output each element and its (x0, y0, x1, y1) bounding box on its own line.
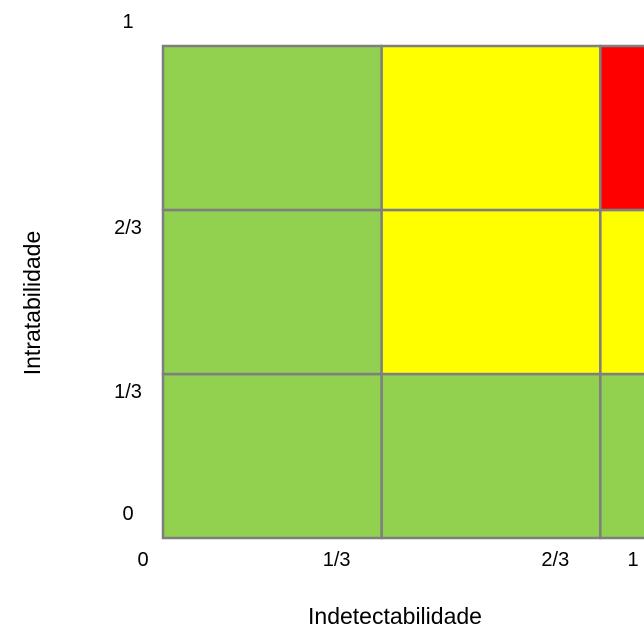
matrix-cell-low (161, 208, 383, 376)
x-tick-label: 1 (627, 549, 638, 571)
y-tick-label: 2/3 (114, 217, 142, 239)
y-axis-title: Intratabilidade (19, 231, 45, 376)
matrix-cell-low (380, 372, 602, 540)
matrix-cell-medium (380, 208, 602, 376)
matrix-cell-medium (380, 44, 602, 212)
matrix-cell-low (599, 372, 644, 540)
matrix-cell-low (161, 372, 383, 540)
x-axis-title: Indetectabilidade (308, 603, 482, 629)
cells-layer (161, 44, 644, 540)
y-tick-label: 0 (122, 503, 133, 525)
y-tick-label: 1 (122, 11, 133, 33)
x-tick-label: 0 (137, 549, 148, 571)
x-tick-label: 1/3 (323, 549, 351, 571)
matrix-cell-high (599, 44, 644, 212)
matrix-cell-medium (599, 208, 644, 376)
matrix-cell-low (161, 44, 383, 212)
x-tick-label: 2/3 (541, 549, 569, 571)
y-tick-label: 1/3 (114, 381, 142, 403)
ticks-layer: 0 1/3 2/3 1 0 1/3 2/3 1 (114, 11, 638, 571)
